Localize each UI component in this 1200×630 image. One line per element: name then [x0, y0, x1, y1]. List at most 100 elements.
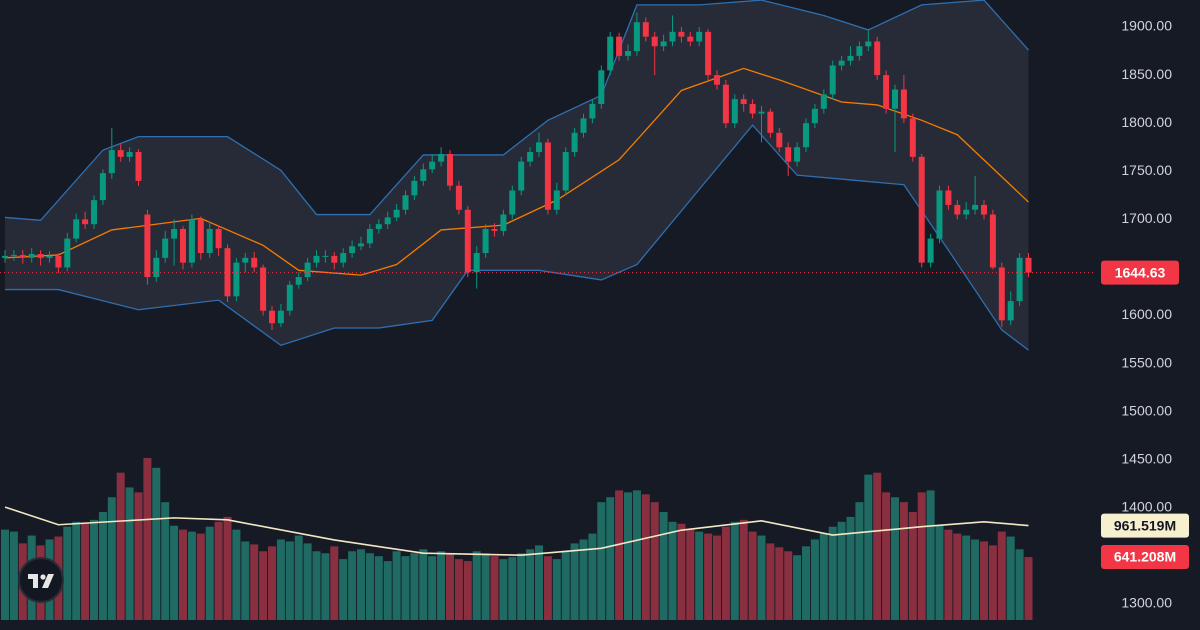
- volume-bar: [241, 541, 250, 620]
- candle-body: [206, 228, 213, 254]
- candle-body: [224, 248, 231, 297]
- last-volume-label: 641.208M: [1114, 549, 1176, 565]
- volume-bar: [962, 535, 971, 620]
- candle-body: [393, 209, 400, 218]
- volume-bar: [472, 551, 481, 620]
- volume-bar: [401, 556, 410, 620]
- candle-body: [981, 204, 987, 215]
- candle-body: [865, 41, 872, 47]
- volume-bar: [908, 511, 917, 620]
- candle-body: [411, 180, 418, 196]
- volume-bar: [855, 502, 864, 620]
- candle-body: [660, 41, 667, 47]
- volume-bar: [463, 561, 472, 620]
- candle-body: [625, 51, 631, 56]
- volume-bar: [668, 521, 677, 620]
- candle-body: [233, 262, 240, 297]
- volume-bar: [312, 551, 321, 620]
- volume-bar: [392, 551, 401, 620]
- candle-body: [963, 209, 970, 215]
- candle-body: [215, 228, 222, 249]
- volume-bar: [134, 492, 143, 620]
- volume-bar: [81, 523, 90, 620]
- candle-body: [500, 214, 507, 231]
- volume-bar: [508, 557, 517, 620]
- candle-body: [135, 152, 142, 181]
- candle-body: [847, 55, 854, 61]
- candle-body: [580, 118, 587, 133]
- last-price-box: [1101, 260, 1179, 285]
- volume-bar: [677, 523, 686, 620]
- band-fill: [5, 0, 1029, 351]
- candle-body: [749, 103, 756, 114]
- candle-body: [464, 209, 471, 273]
- volume-bar: [721, 526, 730, 620]
- y-tick-label: 1400.00: [1121, 499, 1172, 515]
- volume-bar: [330, 546, 339, 620]
- candle-body: [607, 36, 614, 71]
- candle-body: [776, 132, 783, 148]
- candle-body: [482, 228, 489, 254]
- volume-bar: [793, 555, 802, 620]
- volume-bar: [864, 474, 873, 620]
- volume-ma-label: 961.519M: [1114, 517, 1176, 533]
- candle-body: [892, 89, 898, 109]
- volume-bar: [766, 543, 775, 620]
- candle-body: [438, 153, 445, 162]
- logo-dot: [40, 574, 46, 580]
- candle-body: [144, 214, 151, 278]
- volume-bar: [98, 511, 107, 620]
- volume-bar: [615, 490, 624, 620]
- candle-body: [99, 173, 106, 201]
- volume-bar: [526, 549, 535, 620]
- volume-bar: [543, 556, 552, 620]
- volume-bar: [641, 494, 650, 620]
- volume-bar: [980, 541, 988, 620]
- candle-body: [340, 253, 347, 263]
- candle-body: [794, 147, 801, 162]
- candle-body: [260, 267, 267, 311]
- volume-bar: [873, 472, 882, 620]
- candle-body: [642, 22, 649, 37]
- candle-body: [46, 255, 53, 258]
- volume-bar: [499, 559, 508, 620]
- candle-body: [998, 267, 1005, 321]
- candle-body: [313, 255, 320, 263]
- candle-body: [900, 89, 907, 119]
- volume-bar: [374, 556, 383, 620]
- candle-body: [375, 224, 382, 229]
- volume-bar: [72, 521, 81, 620]
- volume-bar: [588, 533, 597, 620]
- last-price-label: 1644.63: [1115, 264, 1166, 280]
- candle-body: [447, 153, 453, 186]
- volume-bar: [365, 553, 374, 620]
- candle-body: [687, 36, 694, 42]
- candle-body: [331, 255, 338, 263]
- volume-bar: [428, 556, 437, 620]
- volume-bar: [1015, 549, 1024, 620]
- candle-body: [1016, 257, 1023, 302]
- volume-bar: [196, 533, 205, 620]
- candle-body: [918, 156, 925, 263]
- volume-bar: [1024, 557, 1033, 620]
- volume-bar: [143, 457, 152, 620]
- candle-body: [856, 46, 863, 56]
- volume-bar: [179, 529, 187, 620]
- candle-body: [714, 75, 720, 85]
- candle-body: [1025, 257, 1032, 273]
- volume-bar: [1, 529, 9, 620]
- candle-body: [126, 152, 133, 157]
- volume-bar: [490, 556, 499, 620]
- volume-ma-line: [4, 506, 1029, 556]
- y-tick-label: 1750.00: [1121, 162, 1172, 178]
- volume-bar: [570, 543, 579, 620]
- candle-body: [651, 36, 658, 47]
- volume-bar: [481, 553, 490, 620]
- candle-body: [989, 214, 996, 268]
- volume-bar: [917, 492, 926, 620]
- volume-bar: [437, 551, 446, 620]
- candle-body: [277, 310, 284, 324]
- candle-body: [491, 228, 498, 231]
